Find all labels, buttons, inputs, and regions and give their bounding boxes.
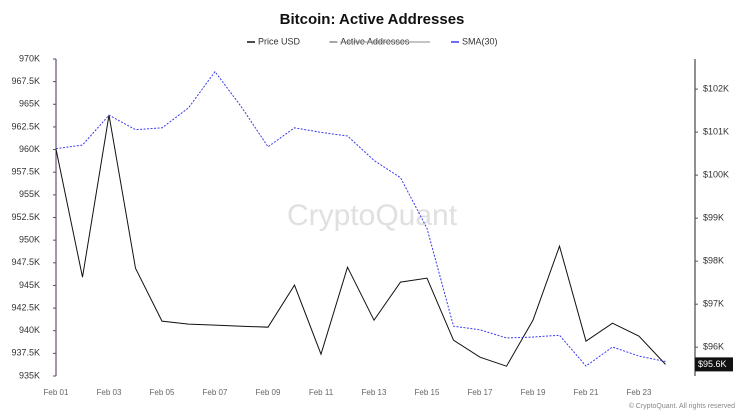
series-line xyxy=(55,115,666,367)
y-tick-label: 957.5K xyxy=(11,167,40,177)
series-line xyxy=(55,70,666,367)
y-tick-label: 937.5K xyxy=(11,348,40,358)
y-tick-label: 965K xyxy=(19,99,40,109)
watermark: CryptoQuant xyxy=(287,199,458,232)
y2-tick-label: $97K xyxy=(703,299,724,309)
y-tick-label: 955K xyxy=(19,189,40,199)
y2-tick-label: $100K xyxy=(703,170,729,180)
x-tick-label: Feb 03 xyxy=(97,388,122,397)
y-tick-label: 945K xyxy=(19,280,40,290)
y-tick-label: 940K xyxy=(19,325,40,335)
x-tick-label: Feb 17 xyxy=(468,388,493,397)
x-tick-label: Feb 15 xyxy=(415,388,440,397)
x-tick-label: Feb 01 xyxy=(44,388,69,397)
legend-label: Price USD xyxy=(258,36,301,46)
chart-title: Bitcoin: Active Addresses xyxy=(280,11,465,28)
x-tick-label: Feb 19 xyxy=(521,388,546,397)
x-tick-label: Feb 11 xyxy=(309,388,334,397)
y-tick-label: 952.5K xyxy=(11,212,40,222)
y-tick-label: 967.5K xyxy=(11,76,40,86)
y2-tick-label: $96K xyxy=(703,342,724,352)
y-tick-label: 962.5K xyxy=(11,121,40,131)
y2-tick-label: $101K xyxy=(703,126,729,136)
x-tick-label: Feb 09 xyxy=(256,388,281,397)
legend-label: SMA(30) xyxy=(462,36,498,46)
y2-tick-label: $102K xyxy=(703,83,729,93)
y-tick-label: 942.5K xyxy=(11,302,40,312)
legend-item: SMA(30) xyxy=(451,36,498,46)
y-tick-label: 960K xyxy=(19,144,40,154)
footer: © CryptoQuant. All rights reserved xyxy=(629,402,735,410)
x-tick-label: Feb 07 xyxy=(203,388,228,397)
y-tick-label: 950K xyxy=(19,235,40,245)
y-tick-label: 970K xyxy=(19,53,40,63)
x-tick-label: Feb 13 xyxy=(362,388,387,397)
value-label: $95.6K xyxy=(698,359,727,369)
x-tick-label: Feb 21 xyxy=(574,388,599,397)
y-tick-label: 947.5K xyxy=(11,257,40,267)
legend-item: Active Addresses xyxy=(329,36,430,46)
value-label-box xyxy=(695,357,733,372)
legend-item: Price USD xyxy=(247,36,301,46)
x-tick-label: Feb 23 xyxy=(627,388,652,397)
y2-tick-label: $99K xyxy=(703,213,724,223)
y2-tick-label: $98K xyxy=(703,256,724,266)
x-tick-label: Feb 05 xyxy=(150,388,175,397)
y-tick-label: 935K xyxy=(19,370,40,380)
legend-label: Active Addresses xyxy=(340,36,410,46)
